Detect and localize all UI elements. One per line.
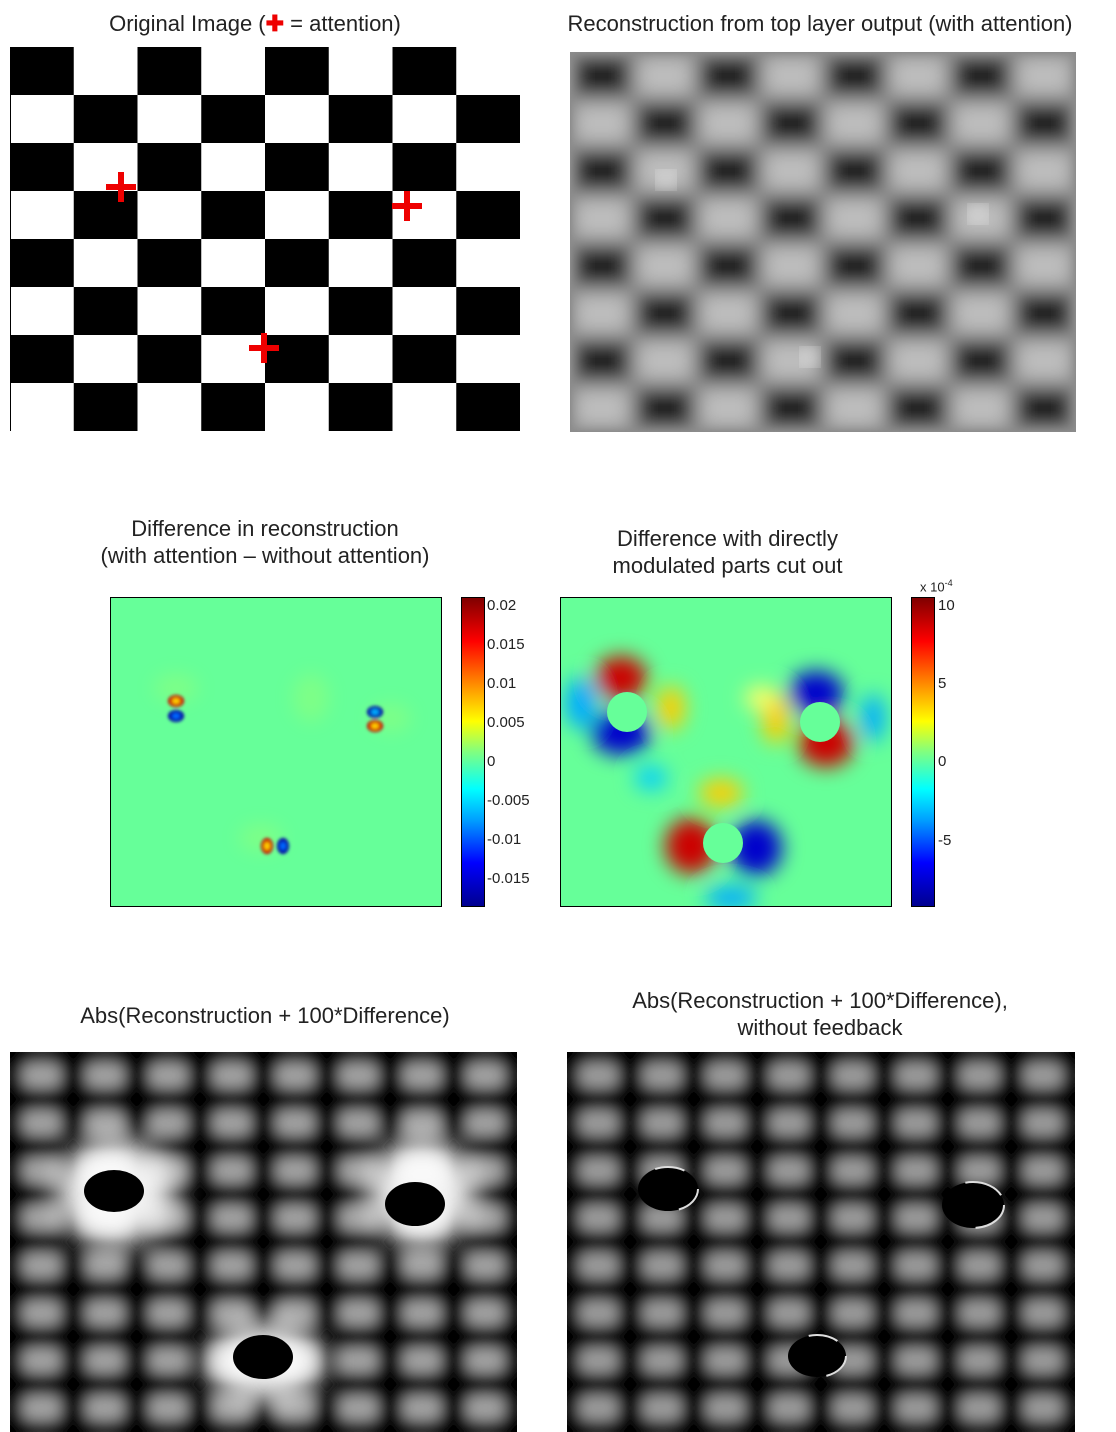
difference-cut-title-line2: modulated parts cut out	[612, 553, 843, 578]
colorbar1-tick-5: -0.005	[487, 792, 530, 809]
original-checkerboard-image	[10, 47, 520, 431]
colorbar1-tick-0: 0.02	[487, 597, 517, 614]
attention-marker-icon: ✚	[265, 11, 285, 36]
colorbar2-exponent: x 10-4	[920, 578, 953, 594]
colorbar-difference-cut	[911, 597, 935, 907]
difference-title-line2: (with attention – without attention)	[100, 543, 430, 568]
colorbar1-tick-6: -0.01	[487, 831, 522, 848]
colorbar2-exponent-power: -4	[944, 578, 953, 588]
colorbar1-tick-1: 0.015	[487, 636, 525, 653]
abs-reconstruction-title: Abs(Reconstruction + 100*Difference)	[80, 1003, 450, 1028]
attention-marker-1-icon	[106, 172, 136, 202]
difference-title-line1: Difference in reconstruction	[131, 516, 399, 541]
abs-reconstruction-nofb-title: Abs(Reconstruction + 100*Difference), wi…	[580, 987, 1060, 1041]
abs-reconstruction-nofb-title-line2: without feedback	[737, 1015, 903, 1040]
original-title-pre: Original Image (	[109, 11, 266, 36]
abs-reconstruction-nofb-image	[567, 1052, 1075, 1432]
colorbar2-tick-3: -5	[938, 832, 952, 849]
difference-cut-map	[560, 597, 892, 907]
attention-marker-2-icon	[392, 191, 422, 221]
colorbar1-tick-7: -0.015	[487, 870, 530, 887]
abs-reconstruction-nofb-title-line1: Abs(Reconstruction + 100*Difference),	[632, 988, 1008, 1013]
abs-reconstruction-image	[10, 1052, 517, 1432]
reconstruction-image	[570, 52, 1076, 432]
colorbar1-tick-3: 0.005	[487, 714, 525, 731]
colorbar2-tick-1: 5	[938, 675, 947, 692]
colorbar2-exponent-base: x 10	[920, 579, 945, 595]
colorbar1-tick-2: 0.01	[487, 675, 517, 692]
difference-title: Difference in reconstruction (with atten…	[60, 515, 470, 569]
difference-map	[110, 597, 442, 907]
colorbar2-tick-2: 0	[938, 753, 947, 770]
difference-cut-title-line1: Difference with directly	[617, 526, 838, 551]
original-title-post: = attention)	[284, 11, 401, 36]
reconstruction-title: Reconstruction from top layer output (wi…	[567, 11, 1073, 36]
original-image-title: Original Image (✚ = attention)	[70, 10, 440, 37]
colorbar2-tick-0: 10	[938, 597, 955, 614]
difference-cut-title: Difference with directly modulated parts…	[555, 525, 900, 579]
attention-marker-3-icon	[249, 333, 279, 363]
colorbar1-tick-4: 0	[487, 753, 496, 770]
colorbar-difference	[461, 597, 485, 907]
